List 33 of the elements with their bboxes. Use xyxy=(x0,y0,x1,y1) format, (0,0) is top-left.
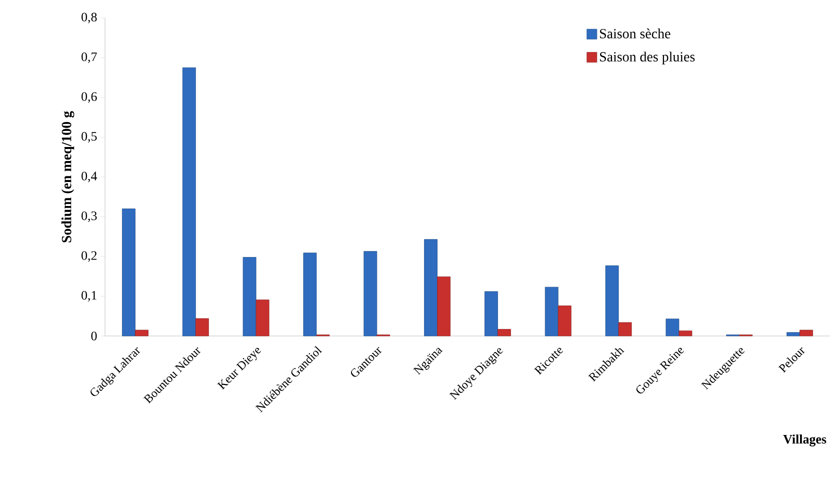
bar xyxy=(786,332,800,336)
bar xyxy=(484,291,498,336)
y-tick-label: 0,5 xyxy=(82,132,97,143)
y-tick-label: 0,6 xyxy=(82,92,97,103)
bar xyxy=(605,265,619,336)
y-axis-title: Sodium (en meq/100 g xyxy=(61,111,74,242)
bar xyxy=(303,252,317,336)
bar xyxy=(800,330,813,336)
bar xyxy=(182,67,196,336)
bar xyxy=(256,300,270,336)
bar xyxy=(122,208,136,336)
bar xyxy=(544,286,558,336)
bar xyxy=(135,330,148,336)
bar xyxy=(424,239,438,336)
bar xyxy=(437,276,450,336)
bar xyxy=(678,330,692,336)
legend-label: Saison des pluies xyxy=(600,52,695,64)
y-tick-label: 0,4 xyxy=(82,172,98,182)
bar xyxy=(558,306,572,336)
y-tick-label: 0,1 xyxy=(82,290,96,302)
bar xyxy=(618,322,632,336)
bar xyxy=(498,329,511,336)
y-tick-label: 0,2 xyxy=(82,251,97,262)
y-tick-label: 0,3 xyxy=(82,211,97,222)
y-tick-label: 0,8 xyxy=(82,12,97,24)
bar xyxy=(195,318,209,336)
y-tick-label: 0 xyxy=(91,332,97,340)
legend-label: Saison sèche xyxy=(600,28,670,38)
y-tick-label: 0,7 xyxy=(82,52,97,64)
bar xyxy=(666,318,680,336)
bar xyxy=(242,257,256,336)
x-axis-title: Villages xyxy=(783,434,826,446)
bar xyxy=(364,251,378,336)
